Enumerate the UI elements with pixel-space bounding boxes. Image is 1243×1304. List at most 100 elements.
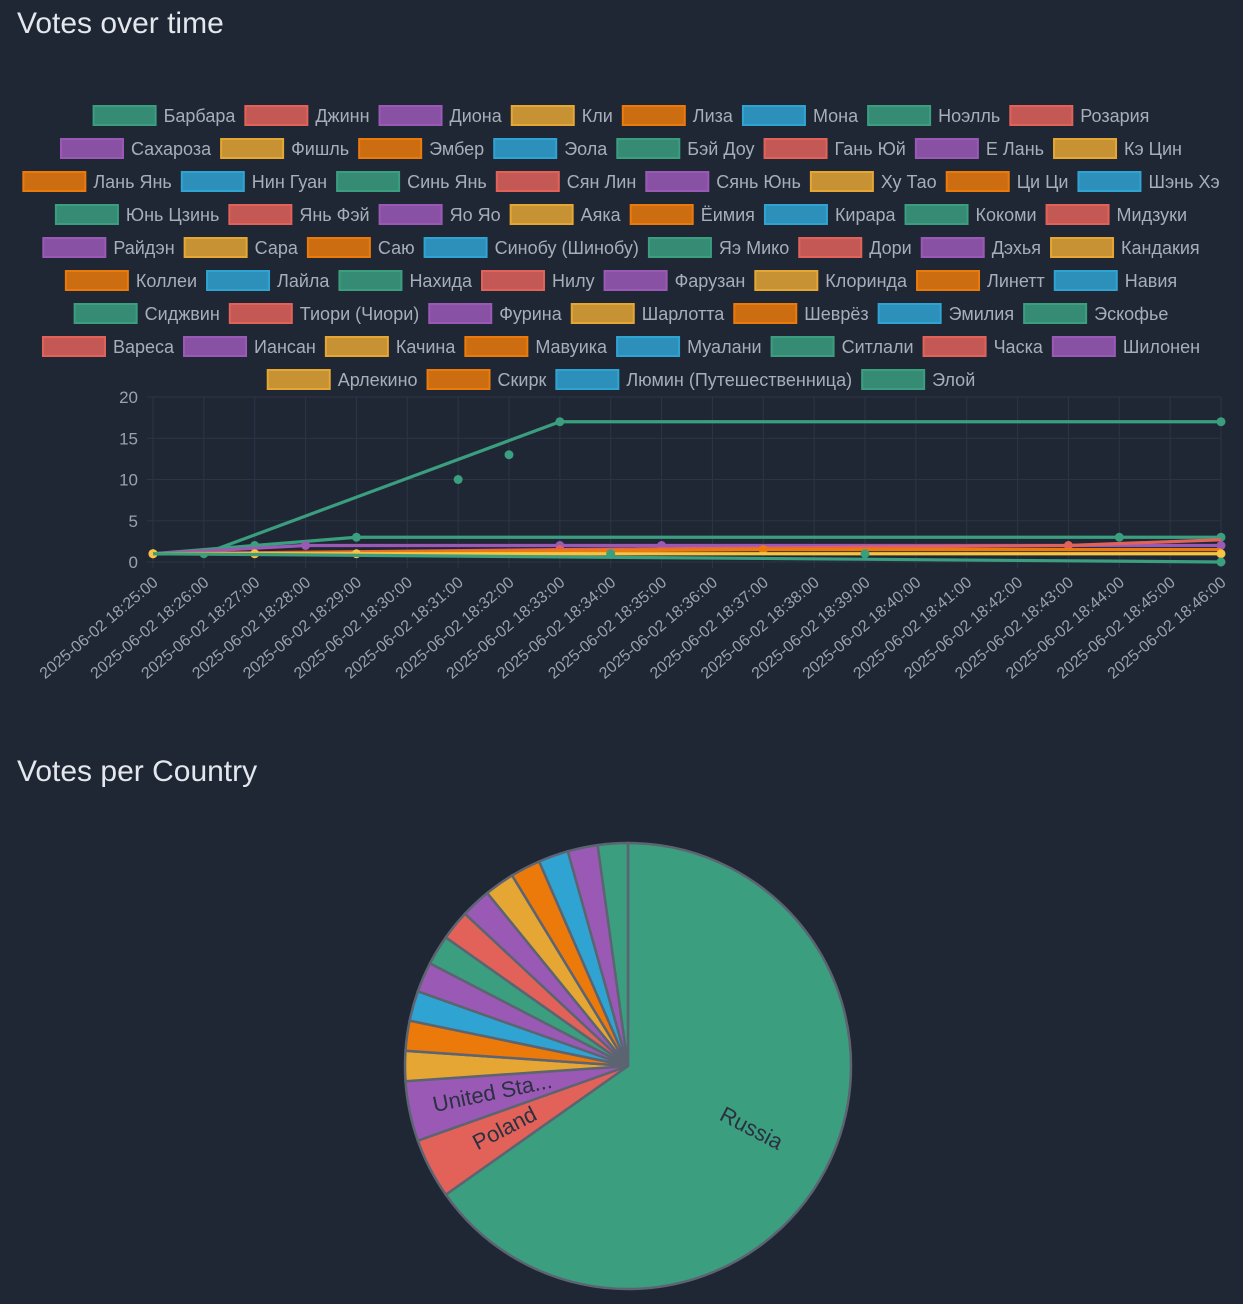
legend-item[interactable]: Е Лань — [914, 138, 1044, 159]
legend-label: Элой — [932, 370, 975, 390]
legend-item[interactable]: Элой — [861, 369, 975, 390]
legend-item[interactable]: Янь Фэй — [228, 204, 370, 225]
legend-item[interactable]: Шэнь Хэ — [1077, 171, 1220, 192]
legend-item[interactable]: Кли — [510, 105, 613, 126]
legend-item[interactable]: Эмилия — [877, 303, 1014, 324]
legend-item[interactable]: Фишль — [220, 138, 349, 159]
legend-item[interactable]: Мавуика — [464, 336, 608, 357]
legend-item[interactable]: Люмин (Путешественница) — [555, 369, 852, 390]
legend-label: Фурина — [499, 304, 562, 324]
legend-item[interactable]: Эскофье — [1023, 303, 1168, 324]
legend-swatch — [464, 336, 529, 357]
legend-label: Иансан — [254, 337, 316, 357]
legend-item[interactable]: Шеврёз — [733, 303, 869, 324]
legend-label: Клоринда — [825, 271, 908, 291]
legend-item[interactable]: Дори — [798, 237, 912, 258]
legend-item[interactable]: Кокоми — [904, 204, 1037, 225]
data-point — [606, 549, 616, 559]
legend-item[interactable]: Ци Ци — [945, 171, 1069, 192]
legend-swatch — [945, 171, 1010, 192]
legend-item[interactable]: Сиджвин — [73, 303, 220, 324]
pie-slice — [444, 841, 853, 1291]
legend-item[interactable]: Вареса — [41, 336, 175, 357]
legend-item[interactable]: Кэ Цин — [1053, 138, 1182, 159]
legend-item[interactable]: Часка — [922, 336, 1044, 357]
legend-item[interactable]: Джинн — [244, 105, 370, 126]
legend-item[interactable]: Навия — [1053, 270, 1177, 291]
legend-item[interactable]: Арлекино — [266, 369, 418, 390]
legend-item[interactable]: Лайла — [206, 270, 330, 291]
legend-item[interactable]: Синобу (Шинобу) — [423, 237, 639, 258]
legend-item[interactable]: Барбара — [92, 105, 237, 126]
legend-label: Лань Янь — [93, 172, 171, 192]
legend-label: Дори — [869, 238, 911, 258]
legend-label: Гань Юй — [835, 139, 906, 159]
legend-item[interactable]: Нин Гуан — [180, 171, 327, 192]
legend-item[interactable]: Фурина — [428, 303, 563, 324]
legend-item[interactable]: Сара — [183, 237, 299, 258]
legend-item[interactable]: Кирара — [763, 204, 897, 225]
legend-item[interactable]: Яэ Мико — [647, 237, 789, 258]
data-point — [1216, 417, 1226, 427]
legend-item[interactable]: Дэхья — [920, 237, 1041, 258]
legend-item[interactable]: Ситлали — [770, 336, 914, 357]
legend-label: Дэхья — [992, 238, 1041, 258]
legend-item[interactable]: Лань Янь — [22, 171, 172, 192]
legend-item[interactable]: Нилу — [481, 270, 595, 291]
legend-item[interactable]: Сян Лин — [495, 171, 637, 192]
legend-item[interactable]: Шилонен — [1051, 336, 1200, 357]
legend-item[interactable]: Ёимия — [629, 204, 755, 225]
legend-label: Шарлотта — [642, 304, 726, 324]
legend-label: Сара — [255, 238, 299, 258]
y-tick-label: 0 — [129, 553, 138, 572]
legend-item[interactable]: Гань Юй — [763, 138, 906, 159]
legend-item[interactable]: Лиза — [621, 105, 734, 126]
legend-swatch — [306, 237, 371, 258]
legend-label: Янь Фэй — [299, 205, 369, 225]
legend-item[interactable]: Бэй Доу — [616, 138, 755, 159]
legend-item[interactable]: Муалани — [616, 336, 762, 357]
legend-item[interactable]: Клоринда — [754, 270, 908, 291]
legend-item[interactable]: Аяка — [509, 204, 622, 225]
data-point — [351, 532, 361, 542]
legend-item[interactable]: Диона — [378, 105, 503, 126]
legend-swatch — [220, 138, 285, 159]
legend-label: Ноэлль — [938, 106, 1000, 126]
pie-slices — [403, 841, 853, 1291]
legend-item[interactable]: Коллеи — [64, 270, 197, 291]
votes-over-time-chart: Барбара Джинн Диона Кли Лиза Мона Ноэлль Розари… — [22, 105, 1230, 683]
legend-item[interactable]: Сянь Юнь — [645, 171, 801, 192]
legend-swatch — [570, 303, 635, 324]
legend-item[interactable]: Тиори (Чиори) — [228, 303, 419, 324]
legend-label: Сахароза — [131, 139, 212, 159]
legend-label: Райдэн — [113, 238, 174, 258]
legend-item[interactable]: Мидзуки — [1045, 204, 1188, 225]
legend-item[interactable]: Эмбер — [358, 138, 484, 159]
legend-item[interactable]: Шарлотта — [570, 303, 726, 324]
legend-item[interactable]: Синь Янь — [336, 171, 487, 192]
legend-item[interactable]: Скирк — [426, 369, 547, 390]
legend-item[interactable]: Саю — [306, 237, 415, 258]
legend-item[interactable]: Качина — [324, 336, 456, 357]
line-chart-title: Votes over time — [17, 7, 224, 40]
legend-item[interactable]: Нахида — [338, 270, 473, 291]
legend-item[interactable]: Фарузан — [603, 270, 746, 291]
legend-label: Юнь Цзинь — [126, 205, 219, 225]
legend-label: Эмбер — [429, 139, 484, 159]
legend-item[interactable]: Эола — [493, 138, 608, 159]
legend-item[interactable]: Линетт — [916, 270, 1045, 291]
chart-legend[interactable]: Барбара Джинн Диона Кли Лиза Мона Ноэлль Розари… — [22, 105, 1220, 390]
legend-item[interactable]: Розария — [1009, 105, 1149, 126]
legend-item[interactable]: Мона — [741, 105, 859, 126]
legend-item[interactable]: Ху Тао — [809, 171, 937, 192]
legend-swatch — [763, 138, 828, 159]
legend-item[interactable]: Райдэн — [42, 237, 175, 258]
legend-item[interactable]: Яо Яо — [378, 204, 501, 225]
legend-label: Кэ Цин — [1124, 139, 1182, 159]
legend-swatch — [877, 303, 942, 324]
legend-item[interactable]: Кандакия — [1050, 237, 1200, 258]
legend-item[interactable]: Ноэлль — [867, 105, 1000, 126]
legend-item[interactable]: Юнь Цзинь — [54, 204, 219, 225]
legend-item[interactable]: Иансан — [183, 336, 316, 357]
legend-item[interactable]: Сахароза — [59, 138, 212, 159]
